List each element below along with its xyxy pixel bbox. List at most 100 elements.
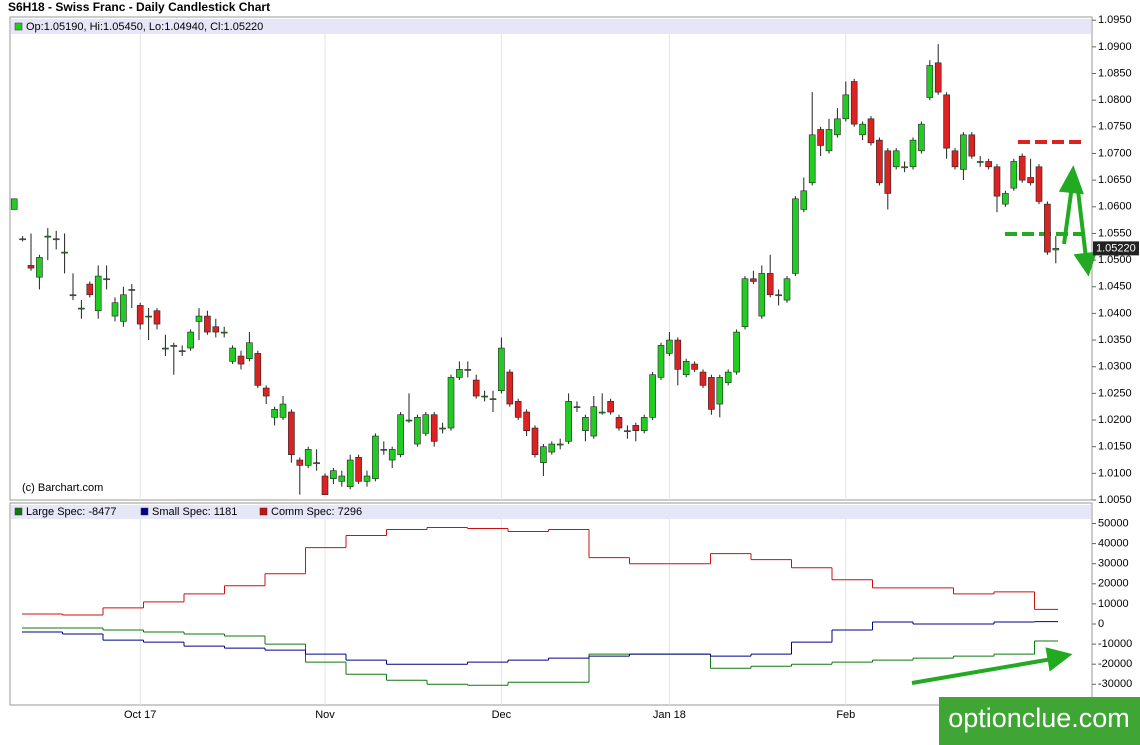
candle-body: [447, 377, 455, 429]
candle-body: [859, 123, 866, 136]
y-tick-label: 1.0050: [1098, 494, 1132, 506]
candle-body: [103, 278, 110, 281]
candle-body: [540, 446, 547, 463]
candle-body: [708, 377, 715, 410]
candle-body: [565, 401, 572, 442]
copyright: (c) Barchart.com: [22, 482, 103, 494]
y-tick-label: 1.0700: [1098, 147, 1132, 159]
y-tick-label: -30000: [1098, 678, 1132, 690]
candle-body: [372, 435, 379, 479]
y-tick-label: 1.0450: [1098, 281, 1132, 293]
legend-label: Large Spec: -8477: [26, 506, 117, 518]
y-tick-label: 1.0350: [1098, 334, 1132, 346]
candle-body: [304, 449, 312, 466]
y-tick-label: 1.0650: [1098, 174, 1132, 186]
y-tick-label: 1.0150: [1098, 441, 1132, 453]
candle-body: [78, 307, 85, 310]
candle-body: [607, 401, 614, 413]
candle-body: [388, 449, 396, 461]
candle-body: [624, 430, 631, 432]
grid: [139, 34, 847, 705]
legend-swatch: [14, 507, 23, 516]
candle-body: [758, 273, 766, 317]
candle-body: [892, 150, 900, 168]
candle-body: [481, 395, 488, 398]
candle-body: [195, 315, 203, 322]
candle-body: [800, 190, 808, 210]
candle-body: [934, 62, 942, 93]
candle-body: [783, 278, 791, 301]
candle-body: [346, 459, 354, 487]
watermark-box: [939, 697, 1140, 745]
y-tick-label: 1.0400: [1098, 307, 1132, 319]
candle-body: [901, 166, 908, 169]
legend-swatch: [140, 507, 149, 516]
candle-body: [94, 275, 102, 312]
candle-body: [145, 315, 152, 318]
y-tick-label: 1.0600: [1098, 201, 1132, 213]
candle-body: [456, 369, 463, 378]
x-tick-label: Feb: [836, 709, 855, 721]
y-tick-label: 0: [1098, 618, 1104, 630]
candle-body: [279, 403, 287, 418]
candle-body: [884, 150, 892, 194]
candle-body: [321, 475, 329, 495]
y-tick-label: 10000: [1098, 598, 1129, 610]
candle-body: [178, 350, 186, 353]
candle-body: [414, 417, 421, 445]
candle-body: [111, 302, 119, 317]
y-tick-label: 40000: [1098, 537, 1129, 549]
candle-body: [716, 377, 724, 405]
candle-body: [44, 235, 52, 238]
y-tick-label: 1.0100: [1098, 467, 1132, 479]
candle-body: [69, 294, 77, 297]
candle-body: [10, 198, 18, 210]
candle-body: [422, 414, 430, 434]
candle-body: [666, 339, 673, 354]
marks: 1.0050 1.0100 1.0150 1.0200 1.0250 1.0300 1.03…: [10, 14, 1139, 721]
candle-body: [750, 278, 757, 282]
candle-body: [582, 417, 589, 431]
candle-body: [674, 339, 682, 370]
candle-body: [657, 345, 665, 378]
candle-body: [918, 123, 925, 152]
candle-body: [120, 294, 127, 322]
candle-body: [842, 94, 850, 120]
candle-body: [817, 129, 824, 146]
candle-body: [136, 305, 144, 325]
candle-body: [313, 462, 320, 464]
candle-body: [825, 129, 833, 152]
y-tick-label: 1.0250: [1098, 387, 1132, 399]
candle-body: [128, 289, 136, 291]
candle-body: [699, 371, 707, 386]
candle-body: [1052, 248, 1060, 251]
candle-body: [993, 166, 1001, 197]
watermark: optionclue.com: [948, 703, 1130, 733]
candle-body: [976, 161, 984, 163]
y-tick-label: 20000: [1098, 578, 1129, 590]
ohlc-swatch: [14, 22, 23, 31]
candle-body: [926, 65, 934, 98]
y-tick-label: 1.0200: [1098, 414, 1132, 426]
header-band: [11, 19, 1091, 34]
price-panel: [9, 16, 1093, 501]
candle-body: [1044, 203, 1051, 253]
last-price-box: [1093, 241, 1139, 256]
chart-title: S6H18 - Swiss Franc - Daily Candlestick …: [8, 0, 270, 14]
legend-label: Comm Spec: 7296: [271, 506, 362, 518]
candle-body: [531, 427, 539, 455]
candle-body: [724, 371, 732, 384]
candle-body: [330, 470, 337, 479]
candle-body: [741, 278, 749, 328]
candle-body: [1027, 177, 1034, 184]
y-tick-label: -10000: [1098, 638, 1132, 650]
candle-body: [775, 294, 782, 297]
candle-body: [514, 401, 522, 418]
y-tick-label: -20000: [1098, 658, 1132, 670]
legend-label: Small Spec: 1181: [152, 506, 237, 518]
candle-body: [472, 379, 480, 397]
candle-body: [615, 417, 623, 429]
y-tick-label: 50000: [1098, 517, 1129, 529]
candle-body: [1035, 166, 1043, 202]
